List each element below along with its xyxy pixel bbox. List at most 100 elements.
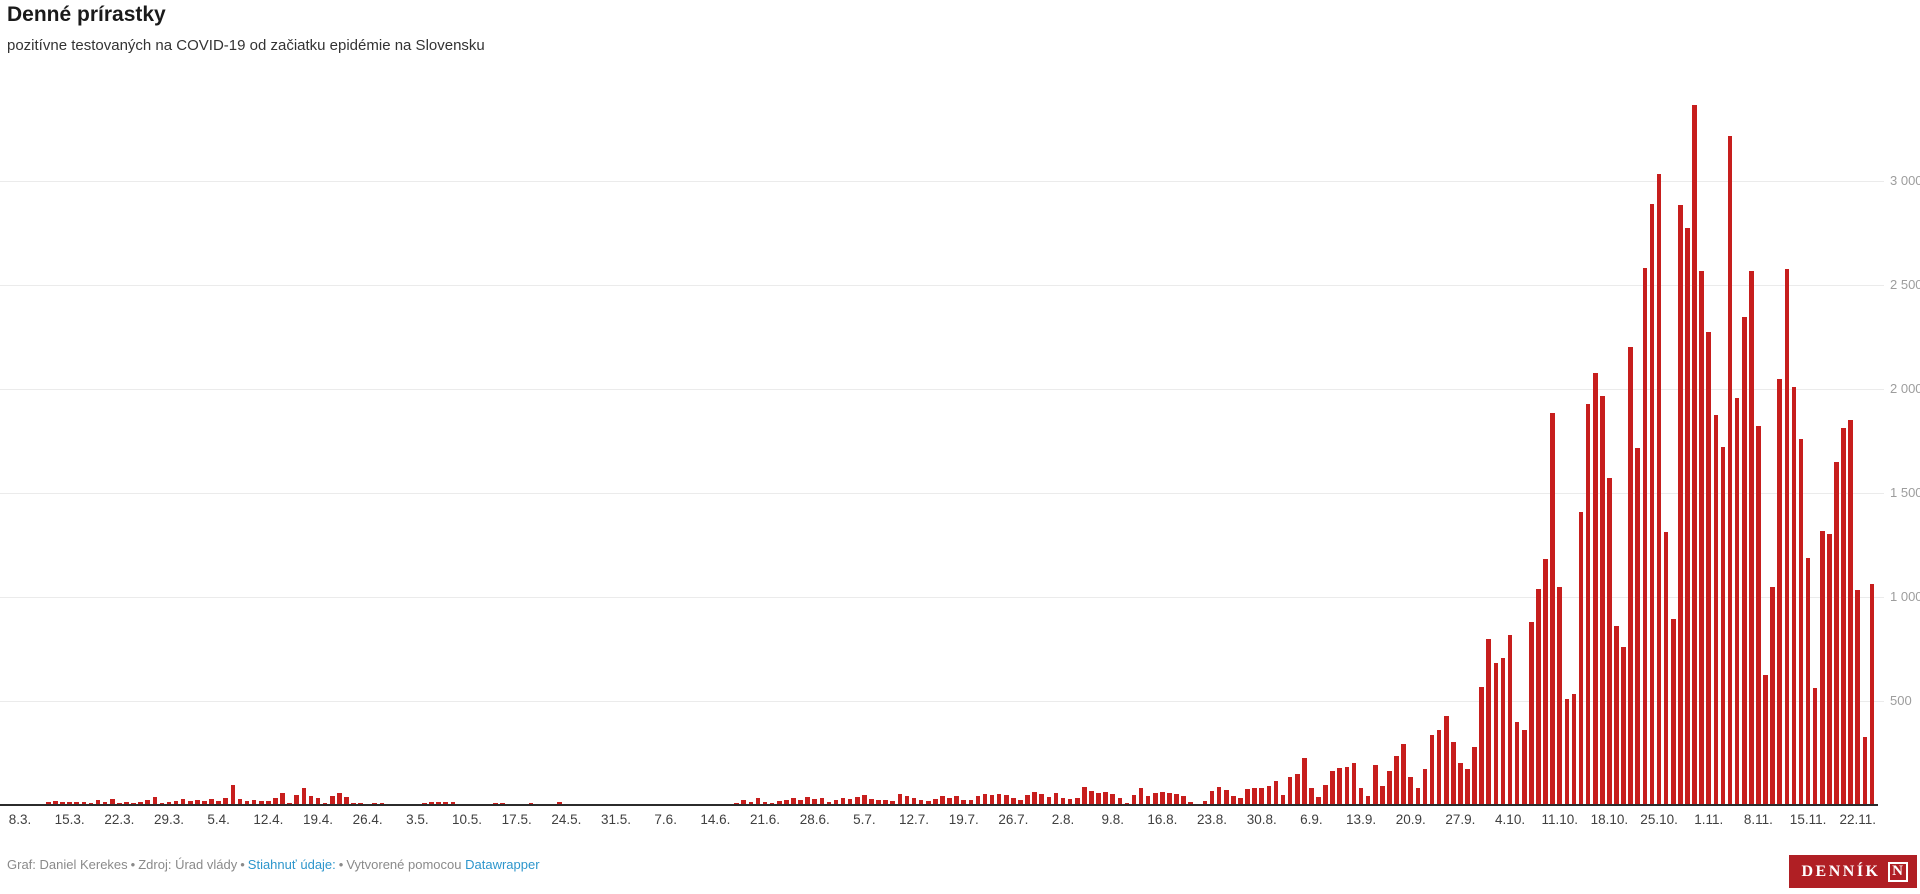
dennik-n-icon: N [1887,861,1908,882]
x-axis-label-15-11-: 15.11. [1789,812,1827,827]
bar [1238,798,1243,805]
bar [251,800,257,805]
bar [918,800,924,805]
bar [1635,447,1641,805]
datawrapper-link[interactable]: Datawrapper [465,857,540,872]
bar [883,799,888,805]
gridline-3000 [0,180,1884,182]
bar [131,802,136,805]
bar [1699,271,1704,805]
bar [1706,331,1712,805]
bar [294,795,300,805]
bar [1798,438,1804,805]
download-data-link[interactable]: Stiahnuť údaje: [247,857,336,872]
bar [847,798,853,805]
bar [1628,346,1633,805]
bar [329,796,335,805]
bar [1231,796,1236,805]
bar [1174,794,1179,805]
dennik-n-logo-text: DENNÍK [1801,862,1881,880]
dennik-n-logo[interactable]: DENNÍK N [1789,855,1917,888]
bar [1316,796,1321,805]
bar [81,802,87,805]
bar [1805,557,1811,805]
footer-made-with: Vytvorené pomocou [346,857,462,872]
bar [1607,478,1612,805]
chart-subtitle: pozitívne testovaných na COVID-19 od zač… [7,37,485,54]
bar [152,797,158,805]
bar [1216,786,1222,805]
bar [1266,786,1272,805]
bar [975,795,981,805]
bar [1103,791,1108,805]
x-axis-label-8-3-: 8.3. [8,812,32,827]
y-axis-label-500: 500 [1890,693,1912,708]
bar [117,802,122,805]
bar [1245,789,1250,805]
x-axis-label-15-3-: 15.3. [54,812,85,827]
x-axis-label-10-5-: 10.5. [452,812,483,827]
bar [202,801,207,805]
bar [982,794,988,805]
footer-separator: • [130,857,136,872]
bar [769,802,775,805]
x-axis-label-24-5-: 24.5. [551,812,582,827]
bar [1408,777,1414,805]
bar [1734,397,1740,805]
bar [1791,387,1797,805]
bar [1869,583,1875,805]
bar [1663,532,1669,805]
bar [1096,792,1101,805]
bar [187,800,193,805]
x-axis-label-12-7-: 12.7. [899,812,930,827]
bar [1514,722,1520,805]
bar [1536,589,1541,805]
bar [280,792,285,805]
bar [1784,268,1790,805]
bar [755,798,761,805]
bar [1749,271,1754,805]
x-axis-label-6-9-: 6.9. [1300,812,1323,827]
x-axis-label-3-5-: 3.5. [406,812,429,827]
y-axis-label-1000: 1 000 [1890,589,1920,604]
bar [1855,590,1861,805]
bar [1720,447,1726,805]
bar [1167,792,1172,805]
bar [237,798,243,805]
bar [1309,788,1314,805]
bar [862,795,867,805]
bar [1486,639,1492,805]
bar [88,802,94,805]
bar [1571,693,1577,805]
bar [195,800,200,805]
bar [940,796,945,805]
bar [102,802,108,805]
bar [1493,662,1499,805]
bar [791,797,796,805]
bar [1046,797,1052,805]
bar [748,802,754,805]
bar [173,800,179,805]
bar [1145,796,1151,805]
bar [308,796,314,805]
x-axis-label-22-3-: 22.3. [104,812,135,827]
bar [315,798,321,805]
x-axis-label-16-8-: 16.8. [1147,812,1178,827]
bar [1181,796,1186,805]
bar [833,800,839,805]
bar [897,793,903,805]
bar [1529,621,1534,805]
bar [954,796,959,805]
bar [1018,799,1023,805]
bar [1259,787,1265,805]
bar [1465,768,1470,805]
bar [911,798,917,805]
bar [209,798,214,805]
x-axis-label-26-7-: 26.7. [998,812,1029,827]
x-axis-label-14-6-: 14.6. [700,812,731,827]
bar [159,802,165,805]
gridline-2000 [0,388,1884,390]
x-axis-label-28-6-: 28.6. [799,812,830,827]
bar [1039,794,1045,805]
